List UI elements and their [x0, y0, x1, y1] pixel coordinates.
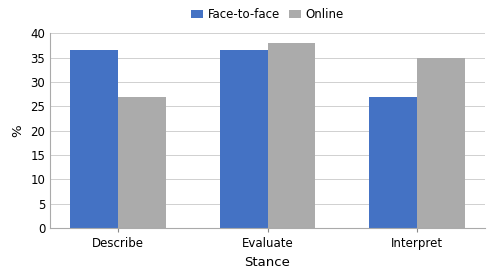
Bar: [268, 43, 316, 228]
Legend: Face-to-face, Online: Face-to-face, Online: [191, 8, 344, 21]
Bar: [118, 96, 166, 228]
Bar: [70, 50, 117, 228]
Bar: [220, 50, 268, 228]
Bar: [418, 58, 465, 228]
Y-axis label: %: %: [12, 124, 24, 137]
X-axis label: Stance: Stance: [244, 255, 290, 269]
Bar: [370, 96, 418, 228]
